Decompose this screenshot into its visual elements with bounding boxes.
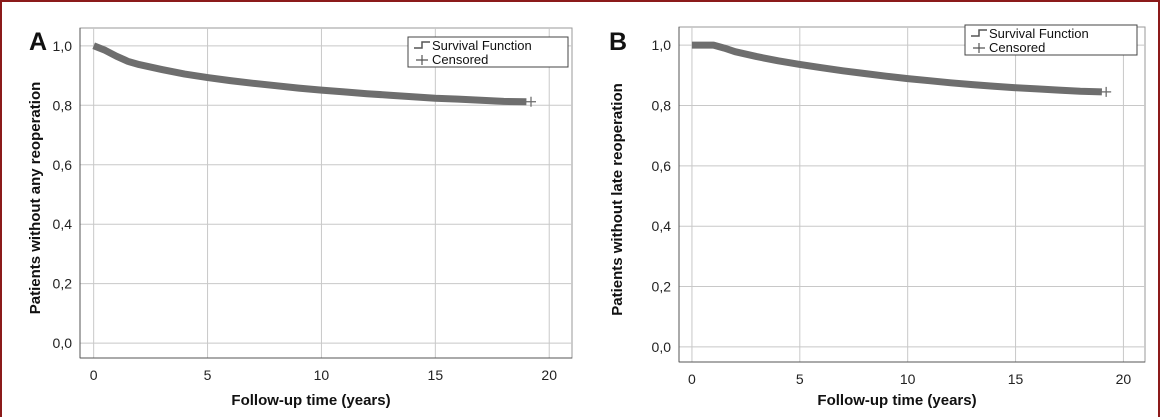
- censored-mark: [526, 96, 536, 107]
- chart-panel-b: B 0 5 10 15 20 0,0 0,2 0,4 0,6 0,8 1,0 Follow-up ti…: [582, 0, 1164, 419]
- legend-box: [407, 36, 569, 68]
- x-tick-label: 15: [428, 367, 444, 383]
- chart-svg-b: B 0 5 10 15 20 0,0 0,2 0,4 0,6 0,8 1,0 Follow-up ti…: [609, 24, 1146, 409]
- panel-label-b: B: [609, 28, 627, 56]
- y-tick-label: 0,2: [53, 276, 73, 292]
- legend-label: Censored: [989, 40, 1045, 55]
- legend-box: [964, 24, 1138, 56]
- plot-area-a: [79, 27, 573, 359]
- legend-censored-symbol: [973, 43, 985, 53]
- legend-label: Survival Function: [989, 26, 1089, 41]
- censored-mark: [1101, 86, 1112, 97]
- y-tick-label: 0,6: [652, 158, 672, 174]
- legend-label: Censored: [432, 52, 488, 67]
- chart-svg-a: A 0 5 10 15 20 0,0 0,2 0,4 0,6 0,8 1,0 Follow-up ti…: [27, 27, 573, 409]
- x-tick-label: 5: [204, 367, 212, 383]
- y-tick-label: 0,0: [652, 339, 672, 355]
- x-tick-label: 10: [314, 367, 330, 383]
- x-tick-label: 5: [796, 371, 804, 387]
- x-tick-label: 10: [900, 371, 916, 387]
- chart-panel-a: A 0 5 10 15 20 0,0 0,2 0,4 0,6 0,8 1,0 Follow-up ti…: [27, 27, 573, 409]
- y-axis-title: Patients without late reoperation: [609, 83, 626, 316]
- y-tick-label: 1,0: [53, 38, 73, 54]
- y-axis-title: Patients without any reoperation: [27, 82, 44, 315]
- survival-function-line: [691, 41, 1102, 96]
- survival-function-line: [92, 42, 527, 106]
- chart-marks-a: 0 5 10 15 20 0,0 0,2 0,4 0,6 0,8 1,0 Follow-up time…: [27, 27, 573, 409]
- x-tick-label: 20: [1116, 371, 1132, 387]
- x-axis-title: Follow-up time (years): [231, 392, 390, 409]
- x-tick-label: 0: [688, 371, 696, 387]
- y-tick-label: 0,8: [652, 97, 672, 113]
- y-tick-label: 0,8: [53, 97, 73, 113]
- y-tick-label: 0,4: [53, 216, 73, 232]
- x-tick-label: 20: [541, 367, 557, 383]
- y-tick-label: 1,0: [652, 37, 672, 53]
- y-tick-label: 0,0: [53, 335, 73, 351]
- y-tick-label: 0,2: [652, 279, 672, 295]
- x-tick-label: 0: [90, 367, 98, 383]
- legend-label: Survival Function: [432, 38, 532, 53]
- legend-survival-symbol: [971, 29, 987, 37]
- chart-marks-b: 0 5 10 15 20 0,0 0,2 0,4 0,6 0,8 1,0 Follow-up time…: [609, 24, 1146, 409]
- y-tick-label: 0,4: [652, 218, 672, 234]
- x-tick-label: 15: [1008, 371, 1024, 387]
- panel-label-a: A: [29, 28, 47, 56]
- legend-censored-symbol: [416, 55, 428, 65]
- legend-survival-symbol: [414, 41, 430, 49]
- y-tick-label: 0,6: [53, 157, 73, 173]
- x-axis-title: Follow-up time (years): [817, 392, 976, 409]
